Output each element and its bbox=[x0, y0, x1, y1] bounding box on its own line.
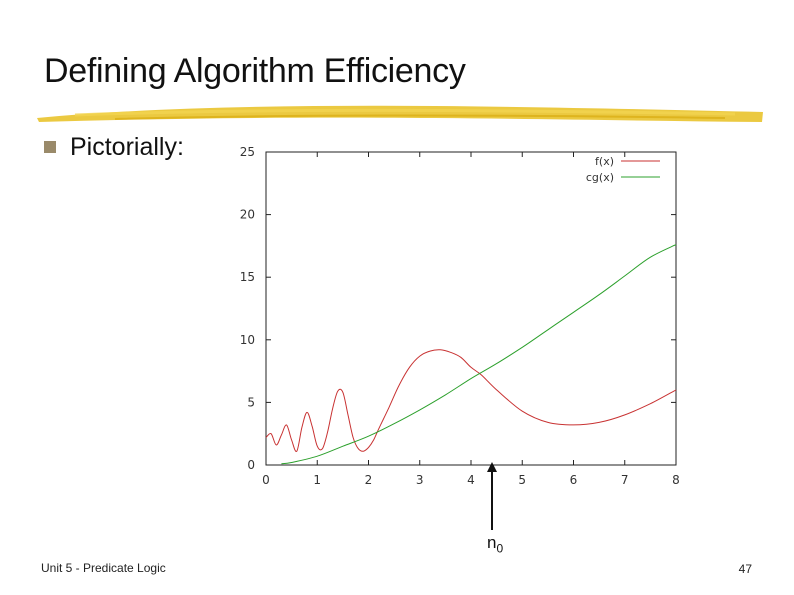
brushstroke-streak bbox=[74, 108, 736, 117]
x-tick-label: 7 bbox=[621, 473, 629, 487]
n0-label: n0 bbox=[487, 533, 503, 555]
x-tick-label: 2 bbox=[365, 473, 373, 487]
y-tick-label: 5 bbox=[247, 395, 255, 409]
y-tick-label: 10 bbox=[240, 333, 255, 347]
title-underline-brushstroke bbox=[37, 105, 763, 122]
axis-ticks: 0 1 2 3 4 5 6 7 8 0 5 10 15 20 25 bbox=[240, 145, 680, 487]
legend: f(x) cg(x) bbox=[586, 155, 660, 184]
n0-subscript: 0 bbox=[496, 541, 504, 556]
series-group bbox=[265, 244, 677, 465]
x-tick-label: 6 bbox=[570, 473, 578, 487]
bullet-text: Pictorially: bbox=[70, 133, 184, 161]
y-tick-label: 0 bbox=[247, 458, 255, 472]
y-tick-label: 15 bbox=[240, 270, 255, 284]
x-tick-label: 5 bbox=[518, 473, 526, 487]
x-tick-label: 8 bbox=[672, 473, 680, 487]
bullet-square bbox=[44, 141, 56, 153]
brushstroke-streak-dark bbox=[114, 114, 726, 120]
y-tick-label: 20 bbox=[240, 208, 255, 222]
series-line-cg bbox=[281, 244, 677, 465]
brushstroke-shape bbox=[37, 105, 763, 122]
chart-figure: 0 1 2 3 4 5 6 7 8 0 5 10 15 20 25 f(x) cg(x) bbox=[240, 145, 680, 487]
n0-arrow-head bbox=[487, 462, 497, 472]
page-number: 47 bbox=[738, 562, 752, 576]
slide-title: Defining Algorithm Efficiency bbox=[44, 52, 466, 90]
x-tick-label: 4 bbox=[467, 473, 475, 487]
legend-label: cg(x) bbox=[586, 171, 614, 184]
series-line-f bbox=[265, 349, 677, 452]
y-tick-label: 25 bbox=[240, 145, 255, 159]
x-tick-label: 0 bbox=[262, 473, 270, 487]
n0-arrow bbox=[487, 462, 497, 530]
footer-course-title: Unit 5 - Predicate Logic bbox=[41, 561, 166, 575]
n0-base: n bbox=[487, 533, 497, 552]
x-tick-label: 3 bbox=[416, 473, 424, 487]
legend-label: f(x) bbox=[595, 155, 614, 168]
x-tick-label: 1 bbox=[313, 473, 321, 487]
